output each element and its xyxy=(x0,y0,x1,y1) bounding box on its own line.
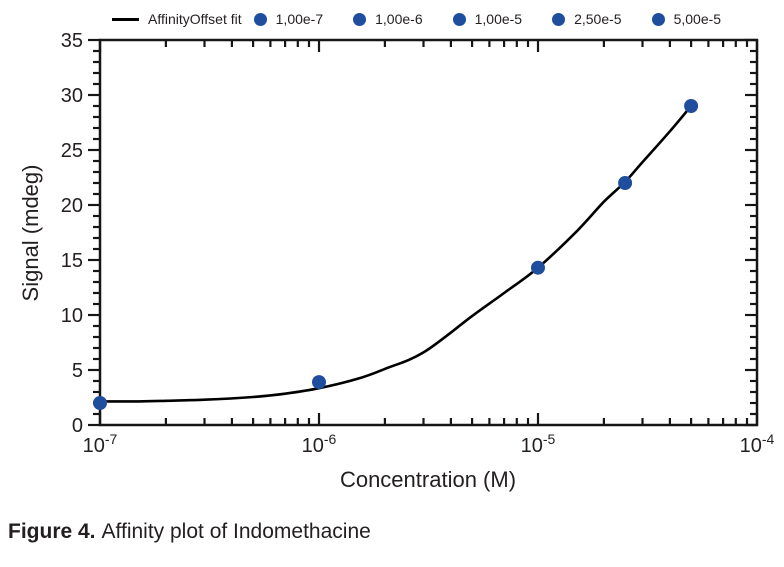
legend-item: 5,00e-5 xyxy=(651,11,722,27)
legend-item-label: 5,00e-5 xyxy=(673,11,722,27)
y-axis-title: Signal (mdeg) xyxy=(18,165,43,302)
y-tick-label: 25 xyxy=(61,140,83,162)
figure-caption-text: Affinity plot of Indomethacine xyxy=(101,520,371,543)
legend-item: 1,00e-6 xyxy=(353,11,423,27)
legend-item-label: 1,00e-5 xyxy=(474,11,523,27)
y-tick-label: 30 xyxy=(61,85,83,107)
legend-fit-label: AffinityOffset fit xyxy=(148,11,242,27)
legend-item: 2,50e-5 xyxy=(552,11,622,27)
legend-item-fit: AffinityOffset fit xyxy=(112,11,242,27)
x-axis-title: Concentration (M) xyxy=(340,467,516,492)
circle-marker-icon xyxy=(552,12,566,26)
circle-marker-icon xyxy=(452,12,466,26)
legend-item-label: 1,00e-6 xyxy=(375,11,423,27)
x-tick-label: 10-6 xyxy=(302,431,337,457)
circle-marker-icon xyxy=(651,12,665,26)
circle-marker-icon xyxy=(353,12,367,26)
fit-line-swatch-icon xyxy=(112,17,139,21)
data-point xyxy=(531,260,545,275)
y-tick-label: 35 xyxy=(61,30,83,52)
plot-frame xyxy=(98,38,759,427)
fit-curve-line xyxy=(98,104,693,403)
legend-item: 1,00e-5 xyxy=(452,11,523,27)
data-point xyxy=(618,176,633,190)
circle-marker-icon xyxy=(253,12,267,26)
data-point xyxy=(312,375,326,390)
legend-item: 1,00e-7 xyxy=(253,11,324,27)
chart-legend: AffinityOffset fit 1,00e-7 1,00e-6 1,00e… xyxy=(112,8,721,30)
y-tick-label: 10 xyxy=(61,305,83,327)
figure-caption-label: Figure 4. xyxy=(8,520,96,543)
y-tick-label: 5 xyxy=(72,360,83,382)
figure-caption: Figure 4. Affinity plot of Indomethacine xyxy=(8,520,371,544)
y-tick-label: 0 xyxy=(72,415,83,437)
data-point xyxy=(93,396,107,410)
x-tick-label: 10-4 xyxy=(740,431,775,457)
data-point xyxy=(684,99,699,113)
y-tick-label: 15 xyxy=(61,250,83,272)
y-tick-label: 20 xyxy=(61,195,83,217)
legend-item-label: 1,00e-7 xyxy=(275,11,324,27)
x-tick-label: 10-7 xyxy=(83,431,118,457)
x-tick-label: 10-5 xyxy=(521,431,556,457)
legend-item-label: 2,50e-5 xyxy=(574,11,622,27)
